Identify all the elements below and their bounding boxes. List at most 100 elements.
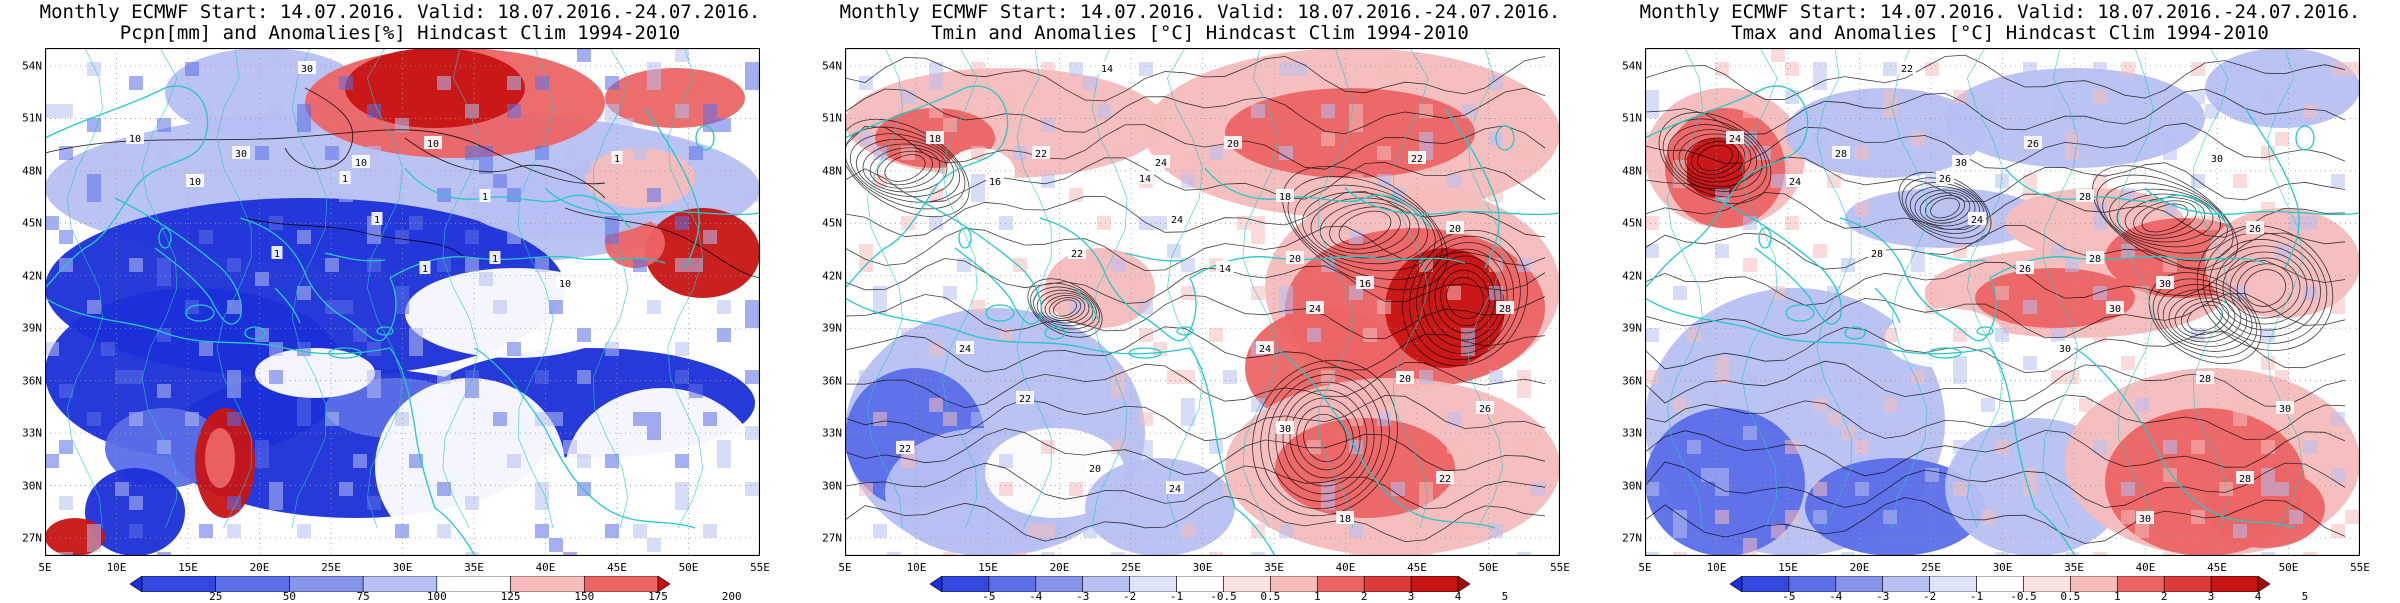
contour-label: 24 — [1729, 134, 1741, 145]
colorbar-tick-label: -2 — [1123, 590, 1137, 603]
colorbar-tick-label: 150 — [574, 590, 595, 603]
contour-label: 28 — [1499, 304, 1511, 315]
colorbar-tick-label: -0.5 — [1210, 590, 1237, 603]
contour-label: 1 — [422, 264, 428, 275]
lat-tick-label: 39N — [1622, 321, 1642, 335]
contour-label: 18 — [1279, 192, 1291, 203]
colorbar-tick-label: -1 — [1169, 590, 1184, 603]
lat-tick-label: 51N — [22, 111, 42, 125]
lon-tick-label: 55E — [750, 561, 770, 574]
contour-label: 30 — [2109, 304, 2121, 315]
lon-tick-label: 15E — [178, 561, 198, 574]
lon-tick-label: 25E — [321, 561, 341, 574]
contour-label: 10 — [559, 279, 571, 290]
colorbar-tick-label: 2 — [1360, 590, 1368, 603]
lon-tick-label: 55E — [2350, 561, 2370, 574]
tmin-panel: Monthly ECMWF Start: 14.07.2016. Valid: … — [800, 0, 1600, 603]
colorbar-tick-label: -3 — [1876, 590, 1890, 603]
contour-label: 24 — [1971, 215, 1983, 226]
lon-tick-label: 50E — [678, 561, 699, 574]
panel-title-line1: Monthly ECMWF Start: 14.07.2016. Valid: … — [839, 1, 1561, 23]
contour-label: 10 — [427, 139, 439, 150]
lat-tick-label: 39N — [822, 321, 842, 335]
lon-tick-label: 35E — [464, 561, 484, 574]
contour-label: 20 — [1449, 224, 1461, 235]
lat-tick-label: 33N — [22, 426, 42, 440]
colorbar-tick-label: 5 — [2301, 590, 2309, 603]
panel-title-line2: Pcpn[mm] and Anomalies[%] Hindcast Clim … — [119, 22, 681, 44]
lon-tick-label: 50E — [1478, 561, 1499, 574]
lon-tick-label: 20E — [1849, 561, 1870, 574]
lon-tick-label: 30E — [392, 561, 413, 574]
lat-tick-label: 33N — [822, 426, 842, 440]
contour-label: 30 — [301, 64, 313, 75]
panel-title-line1: Monthly ECMWF Start: 14.07.2016. Valid: … — [1639, 1, 2361, 23]
lon-tick-label: 45E — [2207, 561, 2227, 574]
lat-tick-label: 42N — [1622, 269, 1642, 283]
precip-anomaly-map: 30 10 10 30 10 10 1 1 1 1 1 10 1 1 — [45, 48, 760, 556]
colorbar-tick-label: 0.5 — [1260, 590, 1281, 603]
lat-tick-label: 27N — [22, 531, 42, 545]
contour-label: 24 — [1169, 484, 1181, 495]
contour-label: 24 — [959, 344, 971, 355]
contour-label: 1 — [482, 192, 488, 203]
lat-tick-label: 48N — [822, 164, 842, 178]
contour-label: 22 — [1411, 154, 1423, 165]
colorbar-tick-label: -2 — [1923, 590, 1937, 603]
colorbar-tick-label: -4 — [1029, 590, 1043, 603]
lon-tick-label: 10E — [906, 561, 927, 574]
lon-tick-label: 30E — [1192, 561, 1213, 574]
contour-label: 30 — [2059, 344, 2071, 355]
lon-tick-label: 50E — [2278, 561, 2299, 574]
colorbar-tick-label: -5 — [1782, 590, 1796, 603]
contour-label: 24 — [1259, 344, 1271, 355]
contour-label: 1 — [614, 154, 620, 165]
contour-label: 26 — [2027, 139, 2039, 150]
lat-tick-label: 45N — [822, 216, 842, 230]
contour-label: 28 — [1871, 249, 1883, 260]
colorbar-tick-label: -0.5 — [2010, 590, 2037, 603]
contour-label: 22 — [1019, 394, 1031, 405]
contour-label: 28 — [2079, 192, 2091, 203]
contour-label: 28 — [1835, 149, 1847, 160]
lon-tick-label: 35E — [1264, 561, 1284, 574]
precip-panel: Monthly ECMWF Start: 14.07.2016. Valid: … — [0, 0, 800, 603]
colorbar-tick-label: 4 — [1454, 590, 1462, 603]
colorbar-tick-label: 2 — [2160, 590, 2168, 603]
colorbar-tick-label: 50 — [282, 590, 297, 603]
contour-label: 26 — [1939, 174, 1951, 185]
contour-label: 26 — [2249, 224, 2261, 235]
contour-label: 20 — [1399, 374, 1411, 385]
contour-label: 28 — [2239, 474, 2251, 485]
panel-title-line1: Monthly ECMWF Start: 14.07.2016. Valid: … — [39, 1, 761, 23]
contour-label: 22 — [1901, 64, 1913, 75]
contour-label: 26 — [2019, 264, 2031, 275]
lat-tick-label: 33N — [1622, 426, 1642, 440]
lat-tick-label: 30N — [822, 479, 842, 493]
contour-label: 30 — [2211, 154, 2223, 165]
lat-tick-label: 54N — [822, 59, 842, 73]
lat-tick-label: 27N — [1622, 531, 1642, 545]
colorbar — [930, 576, 1470, 592]
contour-label: 30 — [1279, 424, 1291, 435]
contour-label: 30 — [2279, 404, 2291, 415]
panel-title-line2: Tmax and Anomalies [°C] Hindcast Clim 19… — [1731, 22, 2269, 44]
lon-tick-label: 5E — [1638, 561, 1652, 574]
contour-label: 22 — [1439, 474, 1451, 485]
lat-tick-label: 36N — [1622, 374, 1642, 388]
lon-tick-label: 35E — [2064, 561, 2084, 574]
colorbar-tick-label: -3 — [1076, 590, 1090, 603]
contour-label: 10 — [355, 158, 367, 169]
lat-tick-label: 36N — [22, 374, 42, 388]
contour-label: 24 — [1171, 215, 1183, 226]
colorbar-tick-label: -4 — [1829, 590, 1843, 603]
lon-tick-label: 45E — [607, 561, 627, 574]
contour-label: 16 — [989, 177, 1001, 188]
contour-label: 20 — [1289, 254, 1301, 265]
contour-label: 1 — [274, 249, 280, 260]
tmin-anomaly-map: 14 18 20 22 16 24 14 18 22 24 20 16 14 22 24 20 24 20 26 22… — [845, 48, 1560, 556]
contour-label: 14 — [1219, 264, 1231, 275]
tmax-panel: Monthly ECMWF Start: 14.07.2016. Valid: … — [1600, 0, 2400, 603]
lat-tick-label: 36N — [822, 374, 842, 388]
lon-tick-label: 10E — [1706, 561, 1727, 574]
